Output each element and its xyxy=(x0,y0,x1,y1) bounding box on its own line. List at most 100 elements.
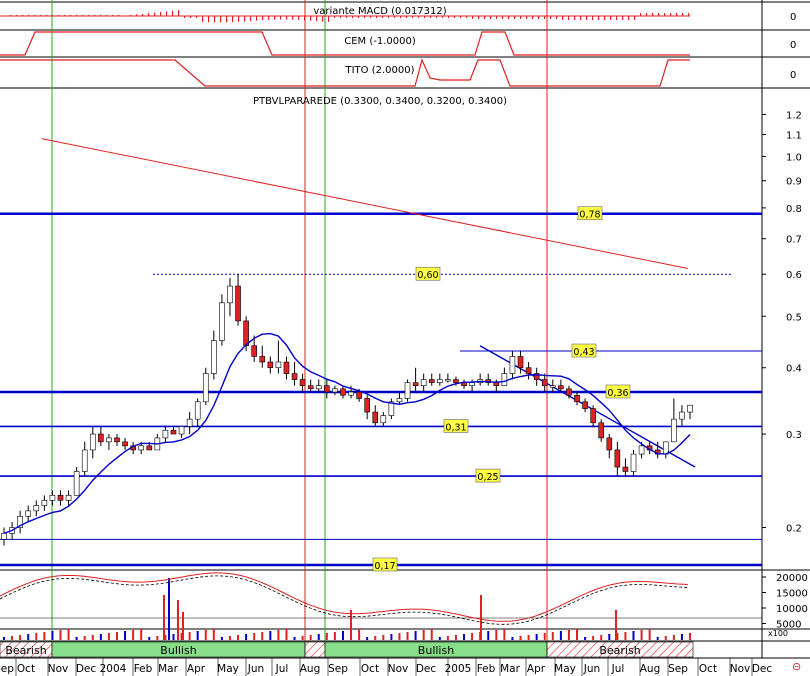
candle-body xyxy=(251,345,257,357)
macd-bar xyxy=(496,16,498,19)
volume-bar xyxy=(471,633,474,640)
macd-bar xyxy=(460,16,462,18)
volume-bar xyxy=(632,631,635,640)
macd-bar xyxy=(190,16,192,18)
volume-bar xyxy=(640,630,643,640)
volume-bar xyxy=(446,636,449,640)
volume-oscillator-signal xyxy=(0,575,689,625)
trend-phase-label: Bearish xyxy=(599,644,640,657)
x-tick-label: Sep xyxy=(668,663,688,675)
candle-body xyxy=(388,401,395,416)
macd-bar xyxy=(652,13,654,16)
x-tick-label: Apr xyxy=(187,663,206,675)
x-tick-label: Aug xyxy=(300,663,321,675)
macd-bar xyxy=(526,16,528,19)
macd-bar xyxy=(634,16,636,20)
macd-bar xyxy=(604,16,606,20)
macd-bar xyxy=(376,16,378,18)
macd-bar xyxy=(346,16,348,18)
vertical-markers xyxy=(51,0,548,641)
candle-body xyxy=(340,388,346,396)
macd-bar xyxy=(256,16,258,21)
x-tick-label: Jun xyxy=(247,663,264,675)
macd-bar xyxy=(640,13,642,16)
candle-body xyxy=(558,385,564,390)
macd-bar xyxy=(550,16,552,19)
macd-bar xyxy=(358,16,360,18)
volume-multiplier: x100 xyxy=(768,629,788,638)
x-tick-label: May xyxy=(217,663,239,675)
volume-bar xyxy=(51,631,54,640)
macd-bar xyxy=(292,16,294,20)
y-tick-label: 0.2 xyxy=(786,524,802,535)
volume-bar xyxy=(228,636,231,640)
candle-body xyxy=(501,373,508,386)
volume-bar xyxy=(293,637,296,640)
macd-bar xyxy=(136,14,138,16)
volume-bar xyxy=(301,636,304,640)
trend-phase xyxy=(546,641,694,658)
candle-body xyxy=(267,361,274,369)
volume-bar xyxy=(140,629,143,640)
volume-bar xyxy=(132,630,135,640)
candle-body xyxy=(122,441,128,447)
candle-body xyxy=(41,500,48,506)
trend-phase xyxy=(304,641,326,658)
panel-frames xyxy=(0,0,810,659)
price-panel: 1.2 1.1 1.0 0.9 0.8 0.7 0.6 0.5 0.4 0.3 0.2 0,78 0,6… xyxy=(0,110,802,572)
volume-bar xyxy=(463,634,466,640)
level-label-box xyxy=(571,343,597,358)
x-tick-label: Oct xyxy=(17,663,35,675)
macd-bar xyxy=(598,16,600,20)
close-icon[interactable]: ⊝ xyxy=(792,660,801,673)
candle-body xyxy=(57,495,64,501)
candle-body xyxy=(372,411,379,424)
volume-bar xyxy=(624,632,627,640)
x-tick-label: Mar xyxy=(500,663,520,675)
x-tick-label: Jul xyxy=(611,663,625,675)
macd-bar xyxy=(394,16,396,18)
candle-body xyxy=(525,367,532,374)
level-label-box xyxy=(475,468,501,483)
macd-bar xyxy=(514,16,516,19)
volume-bar xyxy=(454,635,457,640)
macd-bar xyxy=(226,16,228,23)
macd-bar xyxy=(262,16,264,21)
trend-phase-label: Bearish xyxy=(5,644,46,657)
macd-bar xyxy=(484,16,486,19)
moving-average-line xyxy=(3,332,691,535)
volume-bar xyxy=(99,634,102,640)
candle-body xyxy=(437,379,443,383)
volume-bar xyxy=(59,630,62,640)
x-tick-label: Apr xyxy=(527,663,546,675)
level-label: 0,78 xyxy=(579,210,600,221)
macd-bar xyxy=(352,16,354,18)
macd-bar xyxy=(382,16,384,18)
x-tick-label: Feb xyxy=(477,663,496,675)
volume-bar xyxy=(180,633,183,640)
candle-body xyxy=(630,453,637,472)
macd-bar xyxy=(622,16,624,20)
volume-bar xyxy=(75,637,78,640)
macd-bar xyxy=(466,16,468,18)
candle-body xyxy=(219,302,225,341)
volume-bar xyxy=(382,635,385,640)
macd-bar xyxy=(214,16,216,23)
volume-bar xyxy=(495,630,498,640)
macd-bar xyxy=(202,16,204,22)
volume-bar xyxy=(672,635,675,640)
volume-spike xyxy=(182,612,184,640)
macd-bar xyxy=(532,16,534,19)
macd-bar xyxy=(508,16,510,19)
candle-body xyxy=(582,401,588,409)
y-tick-label: 0.4 xyxy=(786,364,802,375)
candle-body xyxy=(65,495,72,501)
macd-bar xyxy=(670,13,672,16)
volume-bar xyxy=(164,635,167,640)
macd-bar xyxy=(268,16,270,20)
volume-bar xyxy=(196,631,199,640)
volume-bar xyxy=(374,636,377,640)
x-tick-label: Sep xyxy=(0,663,14,675)
level-label: 0,17 xyxy=(374,561,395,572)
y-tick-label: 0.3 xyxy=(786,430,802,441)
